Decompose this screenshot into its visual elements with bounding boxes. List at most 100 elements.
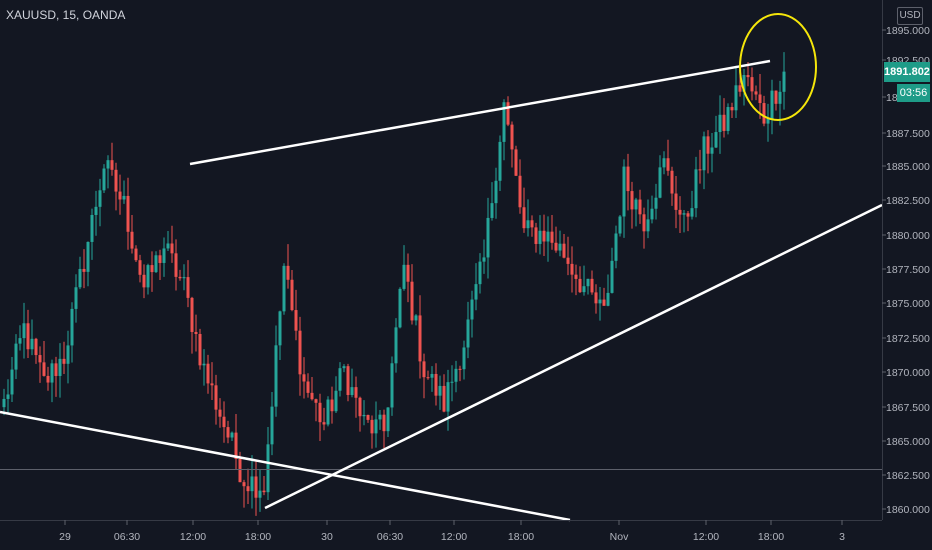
candle-body (326, 399, 330, 425)
candle-body (530, 220, 534, 228)
candle-body (46, 375, 50, 383)
candle-body (718, 114, 722, 133)
candle-body (38, 355, 42, 363)
candle-body (82, 268, 86, 272)
candle-body (674, 193, 678, 210)
candle-body (482, 257, 486, 262)
candle-body (514, 149, 518, 176)
candle-body (194, 331, 198, 334)
candle-body (130, 231, 134, 249)
candle-body (618, 216, 622, 234)
time-axis-ticks (64, 520, 843, 525)
currency-button[interactable]: USD (897, 7, 923, 25)
price-axis-label: 1870.000 (886, 367, 930, 379)
candle-body (582, 286, 586, 293)
candle-body (126, 195, 130, 232)
highlight-circle[interactable] (739, 13, 817, 121)
candle-body (690, 208, 694, 217)
candle-body (190, 297, 194, 332)
candle-body (470, 299, 474, 320)
candle-body (722, 114, 726, 131)
candle-body (110, 160, 114, 170)
candle-body (290, 279, 294, 311)
candle-body (142, 274, 146, 288)
candle-body (602, 299, 606, 306)
bar-countdown-label: 03:56 (897, 84, 930, 102)
symbol-title[interactable]: XAUUSD, 15, OANDA (6, 8, 126, 22)
time-axis-label: 29 (59, 531, 71, 543)
candle-body (458, 368, 462, 370)
candle-body (170, 243, 174, 254)
candle-body (662, 158, 666, 168)
candle-body (498, 141, 502, 181)
candle-body (422, 361, 426, 378)
candle-body (74, 287, 78, 309)
candle-body (210, 383, 214, 386)
price-axis-label: 1877.500 (886, 264, 930, 276)
candle-body (354, 387, 358, 398)
candle-body (350, 387, 354, 395)
candle-body (558, 243, 562, 251)
candle-body (506, 102, 510, 125)
trendline[interactable] (189, 59, 771, 166)
candle-body (306, 381, 310, 393)
candle-body (14, 343, 18, 370)
candle-body (538, 230, 542, 244)
candle-body (754, 91, 758, 95)
candle-body (266, 444, 270, 493)
candle-body (230, 432, 234, 438)
time-axis-label: 12:00 (180, 531, 206, 543)
candle-body (706, 136, 710, 154)
last-price-label: 1891.802 (884, 62, 930, 82)
price-axis-label: 1882.500 (886, 195, 930, 207)
candle-body (294, 310, 298, 331)
candle-body (494, 180, 498, 204)
candle-body (58, 358, 62, 376)
candle-body (346, 366, 350, 395)
candle-body (106, 160, 110, 169)
candle-body (598, 299, 602, 304)
candle-body (778, 91, 782, 104)
trendline[interactable] (264, 203, 883, 510)
candle-body (430, 373, 434, 378)
candle-body (18, 338, 22, 344)
candle-body (682, 213, 686, 215)
candle-body (782, 71, 786, 92)
time-axis-label: 18:00 (758, 531, 784, 543)
candle-body (614, 233, 618, 261)
candle-body (370, 419, 374, 434)
candle-body (314, 399, 318, 403)
candle-body (334, 390, 338, 412)
candle-body (90, 214, 94, 242)
trendline[interactable] (0, 410, 571, 522)
candle-body (254, 476, 258, 498)
candle-body (98, 190, 102, 207)
candle-body (542, 230, 546, 242)
candle-body (610, 260, 614, 293)
candle-body (274, 345, 278, 407)
candle-body (638, 199, 642, 215)
candle-body (22, 323, 26, 339)
candle-body (186, 277, 190, 298)
candle-body (330, 399, 334, 412)
candle-body (114, 169, 118, 192)
candle-body (742, 75, 746, 92)
candle-body (410, 281, 414, 321)
time-axis-label: 18:00 (508, 531, 534, 543)
candle-body (86, 241, 90, 272)
time-axis-label: 06:30 (114, 531, 140, 543)
candle-body (362, 414, 366, 417)
time-axis-label: 06:30 (377, 531, 403, 543)
candle-body (218, 409, 222, 417)
candle-body (522, 207, 526, 229)
trendline-group (0, 59, 883, 522)
time-axis[interactable]: 29 06:30 12:00 18:00 30 06:30 12:00 18:0… (59, 531, 845, 543)
price-axis-label: 1880.000 (886, 230, 930, 242)
candle-body (766, 118, 770, 124)
price-axis[interactable]: 1895.000 1892.500 1890.000 1887.500 1885… (886, 25, 930, 516)
candle-body (438, 385, 442, 396)
candle-body (526, 220, 530, 229)
candle-body (2, 398, 6, 408)
candle-body (670, 170, 674, 194)
